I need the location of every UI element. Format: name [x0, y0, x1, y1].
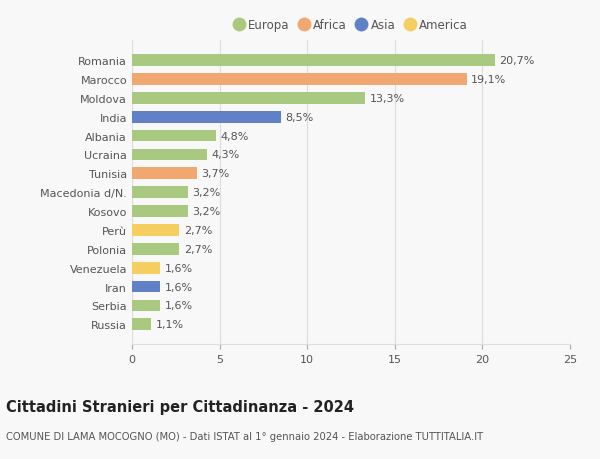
Text: 19,1%: 19,1% — [471, 75, 506, 85]
Text: Cittadini Stranieri per Cittadinanza - 2024: Cittadini Stranieri per Cittadinanza - 2… — [6, 399, 354, 414]
Text: 1,6%: 1,6% — [164, 263, 193, 273]
Bar — [132, 74, 467, 85]
Text: 1,6%: 1,6% — [164, 282, 193, 292]
Text: 2,7%: 2,7% — [184, 225, 212, 235]
Bar — [132, 149, 208, 161]
Text: 4,3%: 4,3% — [212, 150, 240, 160]
Bar — [132, 262, 160, 274]
Bar — [132, 319, 151, 330]
Text: 8,5%: 8,5% — [286, 112, 314, 123]
Text: 20,7%: 20,7% — [499, 56, 535, 66]
Text: 3,2%: 3,2% — [193, 207, 221, 217]
Text: COMUNE DI LAMA MOCOGNO (MO) - Dati ISTAT al 1° gennaio 2024 - Elaborazione TUTTI: COMUNE DI LAMA MOCOGNO (MO) - Dati ISTAT… — [6, 431, 483, 442]
Text: 4,8%: 4,8% — [220, 131, 249, 141]
Legend: Europa, Africa, Asia, America: Europa, Africa, Asia, America — [232, 17, 470, 34]
Bar — [132, 300, 160, 312]
Text: 3,7%: 3,7% — [201, 169, 229, 179]
Bar — [132, 112, 281, 123]
Text: 13,3%: 13,3% — [370, 94, 404, 104]
Text: 1,1%: 1,1% — [155, 319, 184, 330]
Bar — [132, 93, 365, 105]
Text: 3,2%: 3,2% — [193, 188, 221, 198]
Text: 1,6%: 1,6% — [164, 301, 193, 311]
Bar — [132, 130, 216, 142]
Bar — [132, 206, 188, 218]
Bar — [132, 187, 188, 199]
Bar — [132, 281, 160, 293]
Bar — [132, 55, 494, 67]
Bar — [132, 168, 197, 180]
Bar — [132, 224, 179, 236]
Bar — [132, 243, 179, 255]
Text: 2,7%: 2,7% — [184, 244, 212, 254]
